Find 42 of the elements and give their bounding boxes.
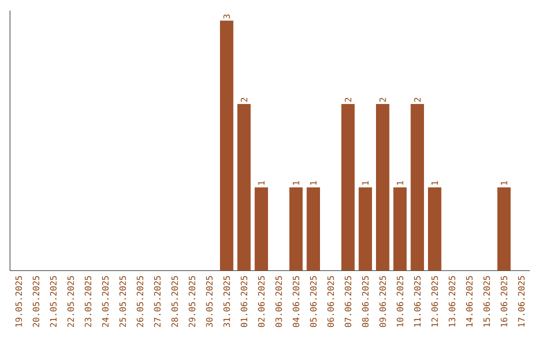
data-label: 1 bbox=[396, 181, 404, 185]
data-label: 2 bbox=[414, 98, 421, 102]
x-tick-label: 21.05.2025 bbox=[50, 276, 57, 327]
data-label: 2 bbox=[240, 98, 248, 102]
x-tick-label: 06.06.2025 bbox=[327, 276, 334, 327]
x-tick-label: 20.05.2025 bbox=[32, 276, 40, 327]
x-tick-label: 07.06.2025 bbox=[344, 276, 352, 327]
data-label: 1 bbox=[432, 181, 438, 185]
data-label: 1 bbox=[310, 181, 316, 185]
x-tick-label: 26.05.2025 bbox=[136, 276, 144, 327]
x-tick-label: 05.06.2025 bbox=[310, 276, 317, 327]
x-tick-label: 13.06.2025 bbox=[448, 276, 456, 327]
data-label: 3 bbox=[223, 14, 230, 18]
x-tick-label: 31.05.2025 bbox=[223, 276, 230, 327]
x-tick-label: 22.05.2025 bbox=[67, 276, 74, 327]
x-tick-label: 02.06.2025 bbox=[258, 276, 265, 327]
x-tick-label: 27.05.2025 bbox=[154, 276, 161, 327]
data-label: 1 bbox=[362, 181, 368, 185]
x-tick-label: 16.06.2025 bbox=[500, 276, 508, 327]
data-label: 1 bbox=[500, 181, 508, 185]
x-tick-label: 01.06.2025 bbox=[240, 276, 248, 327]
data-label: 2 bbox=[379, 98, 386, 102]
x-tick-label: 12.06.2025 bbox=[431, 276, 438, 327]
x-tick-label: 14.06.2025 bbox=[466, 276, 473, 327]
x-tick-label: 30.05.2025 bbox=[206, 276, 213, 327]
x-tick-label: 23.05.2025 bbox=[84, 276, 92, 327]
x-tick-label: 10.06.2025 bbox=[396, 276, 404, 327]
x-tick-label: 17.06.2025 bbox=[518, 276, 525, 327]
data-label: 2 bbox=[344, 98, 352, 102]
x-tick-label: 28.05.2025 bbox=[171, 276, 178, 327]
x-tick-label: 11.06.2025 bbox=[414, 276, 421, 327]
x-tick-label: 03.06.2025 bbox=[275, 276, 282, 327]
data-label: 1 bbox=[292, 181, 300, 185]
x-tick-label: 04.06.2025 bbox=[292, 276, 300, 327]
x-tick-label: 09.06.2025 bbox=[379, 276, 386, 327]
x-tick-label: 19.05.2025 bbox=[15, 276, 22, 327]
x-tick-label: 29.05.2025 bbox=[188, 276, 196, 327]
x-tick-label: 25.05.2025 bbox=[119, 276, 126, 327]
x-tick-label: 08.06.2025 bbox=[362, 276, 369, 327]
data-label: 1 bbox=[258, 181, 264, 185]
x-tick-label: 24.05.2025 bbox=[102, 276, 109, 327]
x-tick-label: 15.06.2025 bbox=[483, 276, 490, 327]
